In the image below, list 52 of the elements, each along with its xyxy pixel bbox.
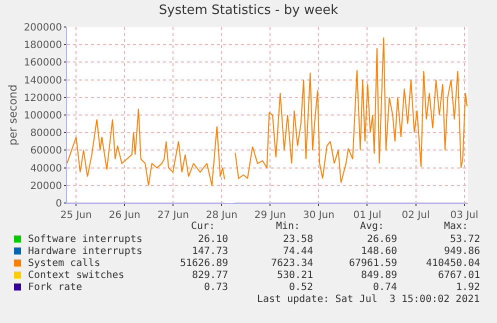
legend-label: Hardware interrupts xyxy=(28,246,142,257)
x-tick-label: 26 Jun xyxy=(108,210,140,221)
y-tick-label: 80000 xyxy=(30,128,62,140)
text: 530.21 xyxy=(277,270,314,281)
text: Min: xyxy=(276,221,300,232)
text: Cur: xyxy=(191,221,216,232)
y-tick-label: 200000 xyxy=(24,22,62,34)
y-tick-label: 160000 xyxy=(24,58,62,69)
y-axis-title: per second xyxy=(6,84,20,146)
text: 1.92 xyxy=(456,282,480,293)
x-tick-label: 27 Jun xyxy=(157,210,189,221)
text: 148.60 xyxy=(361,246,398,257)
text: 849.89 xyxy=(361,270,398,281)
y-tick-label: 0 xyxy=(56,198,62,210)
y-tick-label: 140000 xyxy=(24,75,62,86)
y-tick-label: 20000 xyxy=(30,180,62,192)
text: 949.86 xyxy=(444,246,480,257)
x-tick-label: 03 Jul xyxy=(450,210,478,221)
text: 26.10 xyxy=(198,234,228,245)
text: 147.73 xyxy=(192,246,228,257)
text: 7623.34 xyxy=(271,258,314,269)
text: 0.74 xyxy=(373,282,398,293)
x-tick-label: 25 Jun xyxy=(60,210,92,221)
x-tick-label: 30 Jun xyxy=(302,210,334,221)
text: Last update: Sat Jul 3 15:00:02 2021 xyxy=(257,294,480,305)
legend-label: System calls xyxy=(28,258,100,269)
text: 53.72 xyxy=(450,234,480,245)
y-tick-label: 180000 xyxy=(24,40,62,52)
text: Avg: xyxy=(360,221,384,232)
text: 0.73 xyxy=(204,282,228,293)
text: 74.44 xyxy=(283,246,314,257)
text: 829.77 xyxy=(192,270,228,281)
y-tick-label: 40000 xyxy=(30,163,62,174)
text: 51626.89 xyxy=(180,258,228,269)
text: Max: xyxy=(444,221,468,232)
text: 0.52 xyxy=(289,282,314,293)
chart-title: System Statistics - by week xyxy=(158,3,339,18)
y-tick-label: 120000 xyxy=(24,92,62,104)
text: 410450.04 xyxy=(426,258,480,269)
legend-label: Software interrupts xyxy=(28,234,142,245)
x-tick-label: 02 Jul xyxy=(402,210,430,221)
y-tick-label: 100000 xyxy=(24,110,62,122)
text: 67961.59 xyxy=(349,258,398,269)
legend-label: Fork rate xyxy=(28,282,82,293)
text: 6767.01 xyxy=(438,270,480,281)
text: 26.69 xyxy=(367,234,398,245)
x-tick-label: 28 Jun xyxy=(206,210,238,221)
legend-label: Context switches xyxy=(28,270,124,281)
x-tick-label: 29 Jun xyxy=(254,210,286,221)
y-tick-label: 60000 xyxy=(30,146,62,157)
text: 23.58 xyxy=(283,234,314,245)
x-tick-label: 01 Jul xyxy=(353,210,382,221)
